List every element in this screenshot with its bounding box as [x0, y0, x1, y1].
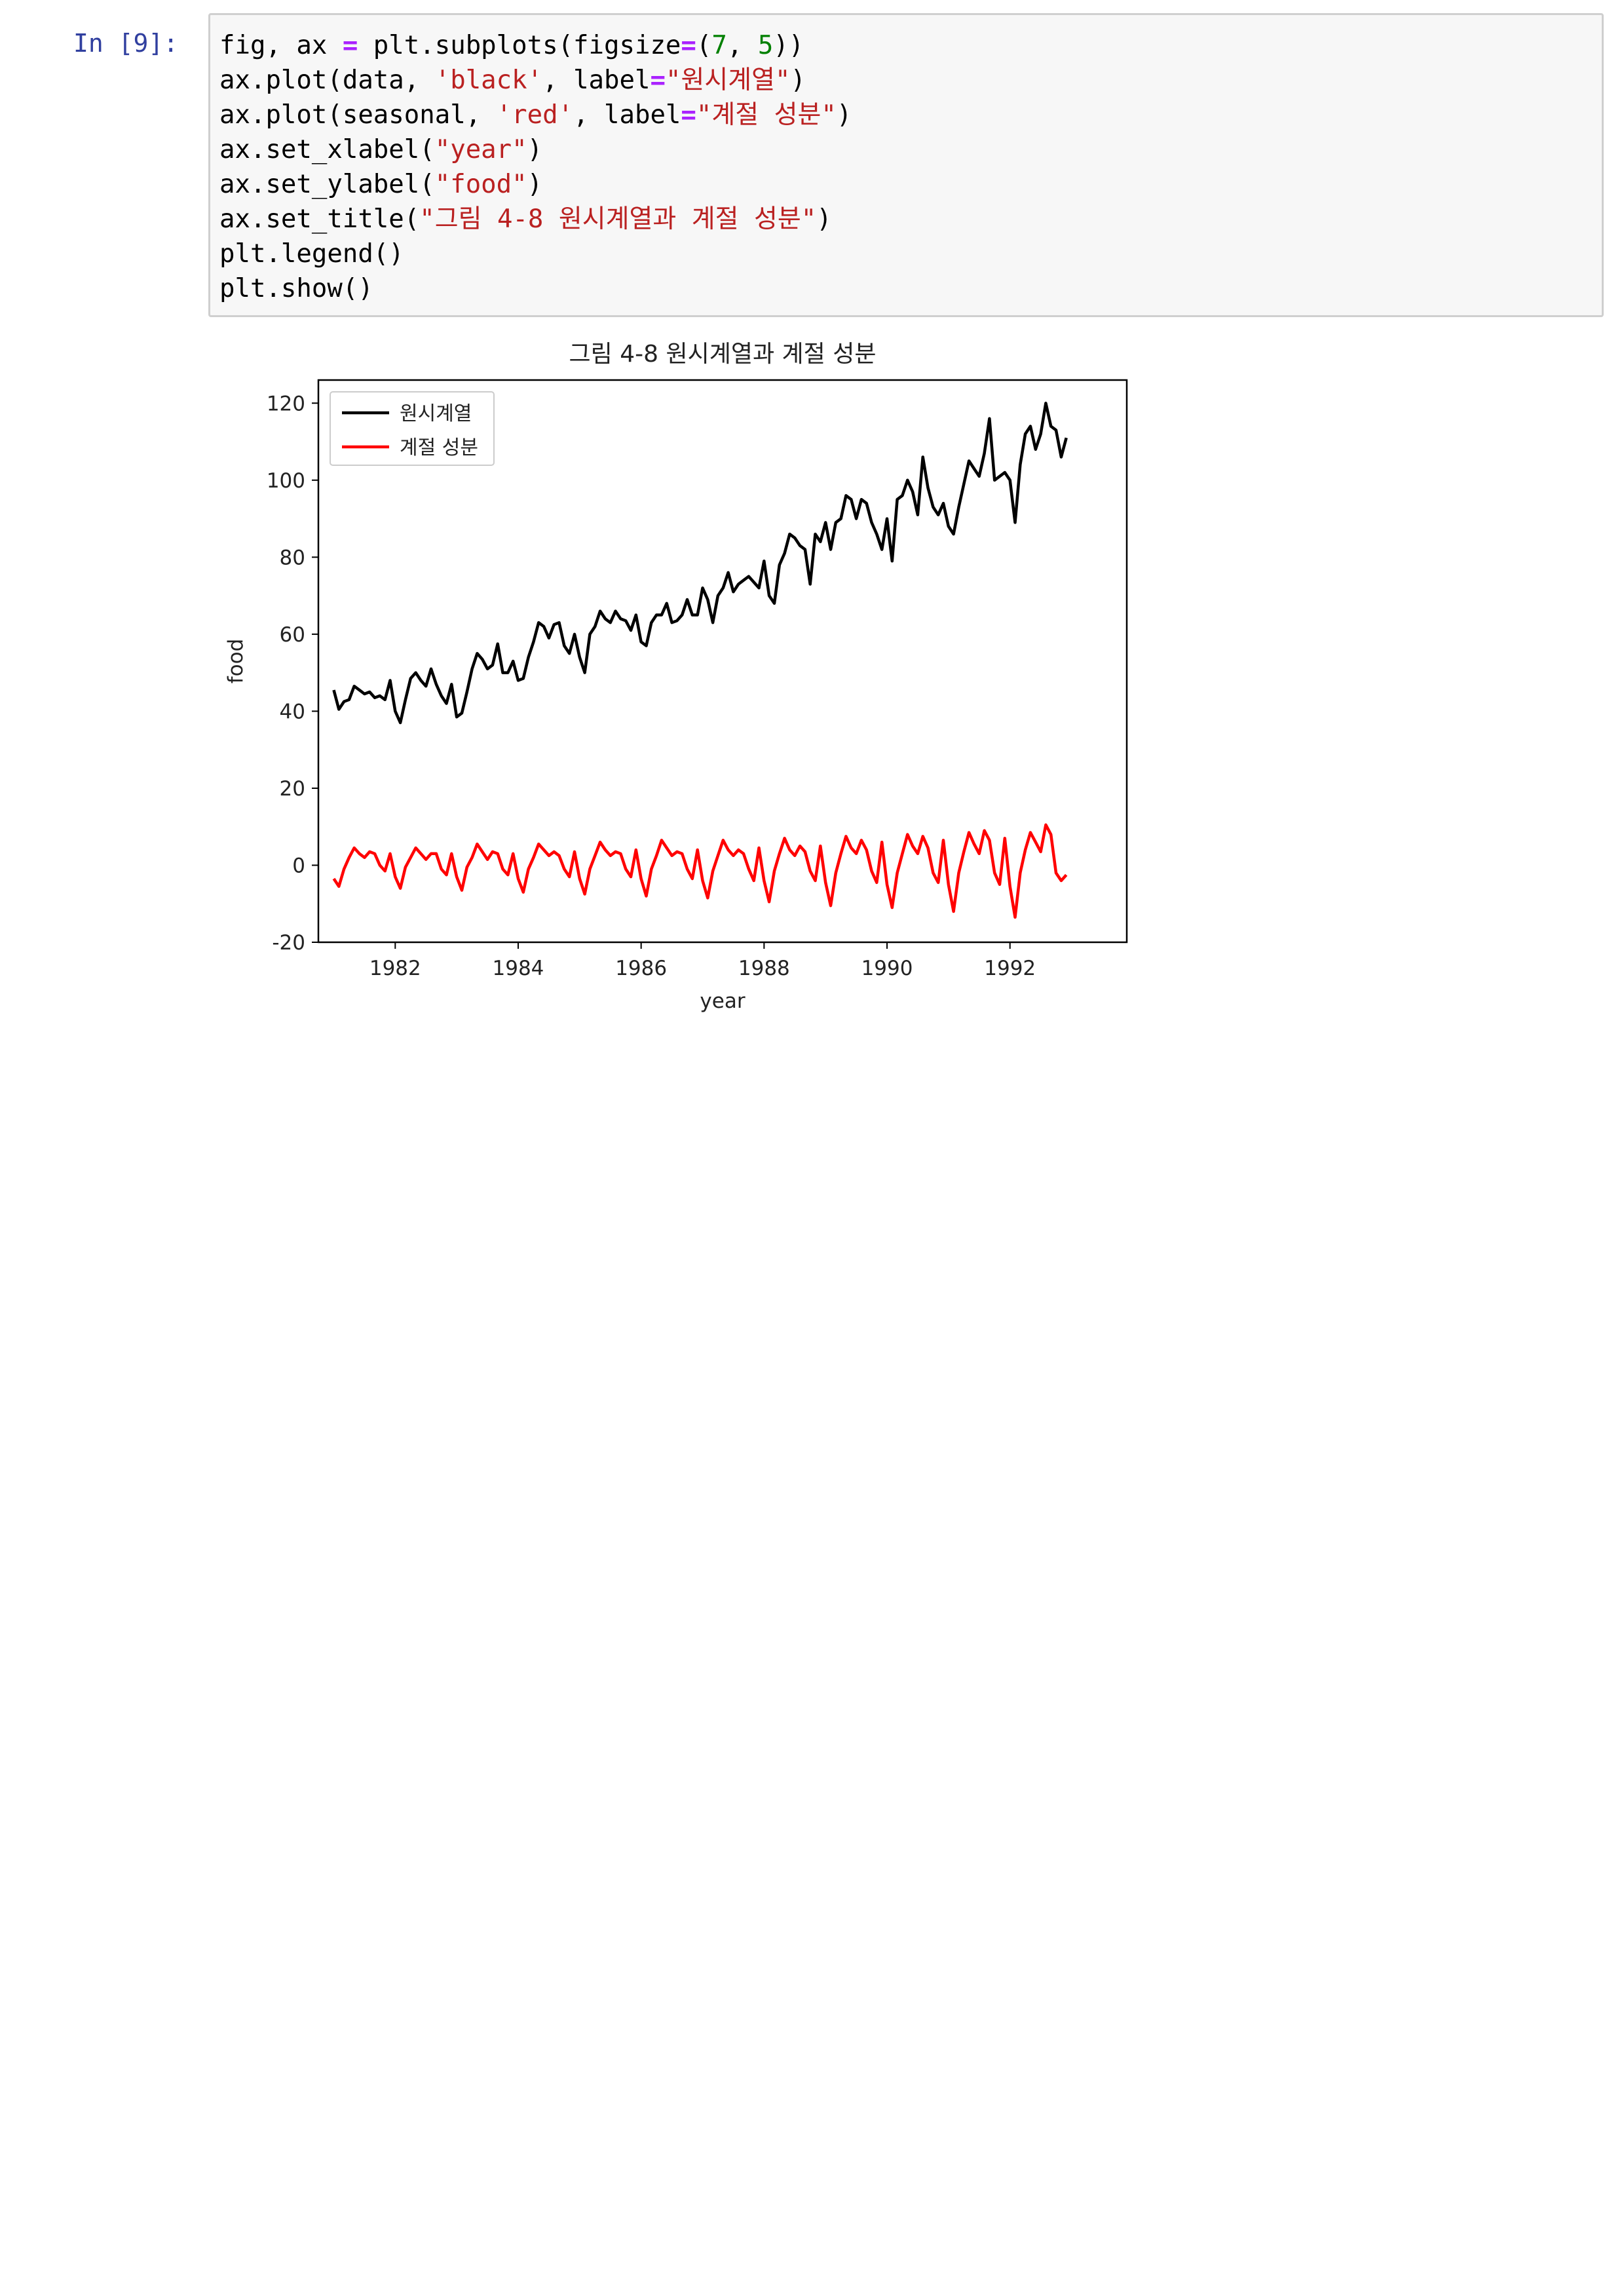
code-token: plt.legend()	[219, 239, 404, 269]
y-axis-label: food	[224, 639, 248, 684]
code-token: )	[816, 204, 832, 234]
code-token: ax.set_title(	[219, 204, 420, 234]
code-token: "원시계열"	[665, 66, 791, 95]
y-tick-label: -20	[272, 931, 305, 955]
code-token: )	[527, 170, 543, 199]
code-line: ax.set_title("그림 4-8 원시계열과 계절 성분")	[219, 204, 832, 234]
code-token: ax.plot(seasonal,	[219, 100, 497, 130]
series-line-1	[332, 823, 1068, 919]
y-tick-label: 40	[280, 700, 305, 723]
code-token: "year"	[434, 135, 527, 164]
code-token: plt.show()	[219, 274, 373, 303]
legend-label-1: 계절 성분	[400, 436, 478, 459]
code-token: ax.plot(data,	[219, 66, 435, 95]
code-token: ,	[727, 31, 758, 60]
y-tick-label: 100	[267, 469, 305, 493]
plot-frame	[317, 379, 1128, 944]
code-token: fig, ax	[219, 31, 343, 60]
code-token: plt.subplots(figsize	[358, 31, 681, 60]
code-text[interactable]: fig, ax = plt.subplots(figsize=(7, 5)) a…	[219, 28, 852, 306]
cell-output: 1982 1984 1986 1988 1990 1992 -20 0 20 40 60 80 100 1…	[208, 328, 1139, 1022]
code-editor[interactable]: fig, ax = plt.subplots(figsize=(7, 5)) a…	[208, 13, 1604, 317]
line-chart: 1982 1984 1986 1988 1990 1992 -20 0 20 40 60 80 100 1…	[224, 341, 1128, 1013]
code-token: , label	[542, 66, 651, 95]
code-token: "그림 4-8 원시계열과 계절 성분"	[419, 204, 817, 234]
x-tick-label: 1984	[493, 957, 544, 980]
code-token: ))	[773, 31, 804, 60]
code-line: ax.set_xlabel("year")	[219, 135, 542, 164]
y-tick-label: 120	[267, 392, 305, 415]
code-token: 'black'	[434, 66, 543, 95]
y-tick-label: 20	[280, 777, 305, 801]
code-token: =	[681, 31, 696, 60]
code-line: plt.show()	[219, 274, 373, 303]
code-token: ax.set_ylabel(	[219, 170, 435, 199]
code-line: ax.plot(data, 'black', label="원시계열")	[219, 66, 806, 95]
legend-label-0: 원시계열	[400, 402, 472, 425]
code-line: plt.legend()	[219, 239, 404, 269]
code-token: =	[342, 31, 358, 60]
x-tick-label: 1992	[984, 957, 1036, 980]
code-token: 7	[711, 31, 727, 60]
x-tick-label: 1990	[861, 957, 913, 980]
code-token: 5	[757, 31, 774, 60]
code-token: =	[681, 100, 696, 130]
y-tick-label: 80	[280, 546, 305, 569]
series-line-0	[332, 402, 1068, 725]
code-token: , label	[573, 100, 681, 130]
chart-title: 그림 4-8 원시계열과 계절 성분	[569, 341, 877, 368]
code-token: )	[836, 100, 852, 130]
y-tick-label: 60	[280, 623, 305, 647]
x-tick-label: 1986	[615, 957, 667, 980]
code-token: 'red'	[496, 100, 574, 130]
code-line: ax.plot(seasonal, 'red', label="계절 성분")	[219, 100, 852, 130]
cell-prompt: In [9]:	[73, 29, 179, 58]
code-line: fig, ax = plt.subplots(figsize=(7, 5))	[219, 31, 804, 60]
code-token: )	[527, 135, 543, 164]
code-token: "food"	[434, 170, 527, 199]
code-token: )	[790, 66, 806, 95]
x-axis-label: year	[700, 989, 745, 1013]
code-line: ax.set_ylabel("food")	[219, 170, 542, 199]
code-token: "계절 성분"	[696, 100, 837, 130]
code-token: (	[696, 31, 712, 60]
x-tick-label: 1988	[738, 957, 790, 980]
code-token: ax.set_xlabel(	[219, 135, 435, 164]
code-token: =	[650, 66, 666, 95]
y-tick-label: 0	[292, 854, 305, 877]
x-tick-label: 1982	[369, 957, 421, 980]
